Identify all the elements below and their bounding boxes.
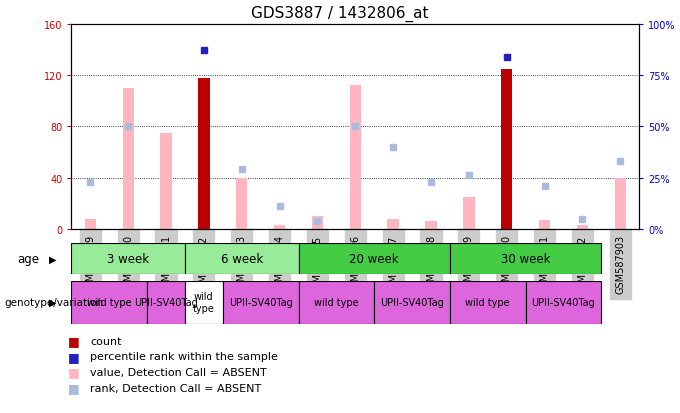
Bar bbox=[350, 86, 361, 229]
Text: wild
type: wild type bbox=[193, 292, 215, 313]
Text: wild type: wild type bbox=[87, 297, 131, 308]
Bar bbox=[299, 281, 374, 324]
Bar bbox=[374, 281, 450, 324]
Bar bbox=[122, 89, 134, 229]
Bar bbox=[615, 178, 626, 229]
Text: UPII-SV40Tag: UPII-SV40Tag bbox=[134, 297, 198, 308]
Text: genotype/variation: genotype/variation bbox=[5, 297, 104, 307]
Bar bbox=[236, 178, 248, 229]
Bar bbox=[185, 244, 299, 275]
Bar bbox=[223, 281, 299, 324]
Bar bbox=[425, 221, 437, 229]
Text: UPII-SV40Tag: UPII-SV40Tag bbox=[228, 297, 292, 308]
Bar bbox=[274, 225, 286, 229]
Text: ■: ■ bbox=[68, 334, 80, 347]
Text: 6 week: 6 week bbox=[220, 253, 263, 266]
Text: 20 week: 20 week bbox=[350, 253, 399, 266]
Bar bbox=[450, 281, 526, 324]
Text: ■: ■ bbox=[68, 381, 80, 394]
Text: UPII-SV40Tag: UPII-SV40Tag bbox=[380, 297, 444, 308]
Bar bbox=[71, 281, 147, 324]
Bar bbox=[388, 219, 399, 229]
Bar bbox=[198, 78, 209, 229]
Text: percentile rank within the sample: percentile rank within the sample bbox=[90, 351, 278, 361]
Bar bbox=[450, 244, 601, 275]
Bar bbox=[84, 219, 96, 229]
Bar bbox=[501, 69, 513, 229]
Text: wild type: wild type bbox=[314, 297, 358, 308]
Bar bbox=[185, 281, 223, 324]
Text: UPII-SV40Tag: UPII-SV40Tag bbox=[532, 297, 596, 308]
Text: count: count bbox=[90, 336, 122, 346]
Text: GDS3887 / 1432806_at: GDS3887 / 1432806_at bbox=[251, 6, 429, 22]
Bar bbox=[311, 216, 323, 229]
Bar bbox=[577, 225, 588, 229]
Text: rank, Detection Call = ABSENT: rank, Detection Call = ABSENT bbox=[90, 383, 262, 393]
Bar bbox=[526, 281, 601, 324]
Text: ■: ■ bbox=[68, 350, 80, 363]
Text: wild type: wild type bbox=[466, 297, 510, 308]
Text: ▶: ▶ bbox=[49, 297, 56, 307]
Text: age: age bbox=[17, 253, 39, 266]
Bar bbox=[160, 133, 172, 229]
Text: 30 week: 30 week bbox=[501, 253, 550, 266]
Bar bbox=[299, 244, 450, 275]
Text: value, Detection Call = ABSENT: value, Detection Call = ABSENT bbox=[90, 367, 267, 377]
Bar bbox=[71, 244, 185, 275]
Bar bbox=[147, 281, 185, 324]
Text: 3 week: 3 week bbox=[107, 253, 149, 266]
Text: ■: ■ bbox=[68, 366, 80, 379]
Bar bbox=[539, 220, 550, 229]
Text: ▶: ▶ bbox=[49, 254, 56, 264]
Bar bbox=[463, 197, 475, 229]
